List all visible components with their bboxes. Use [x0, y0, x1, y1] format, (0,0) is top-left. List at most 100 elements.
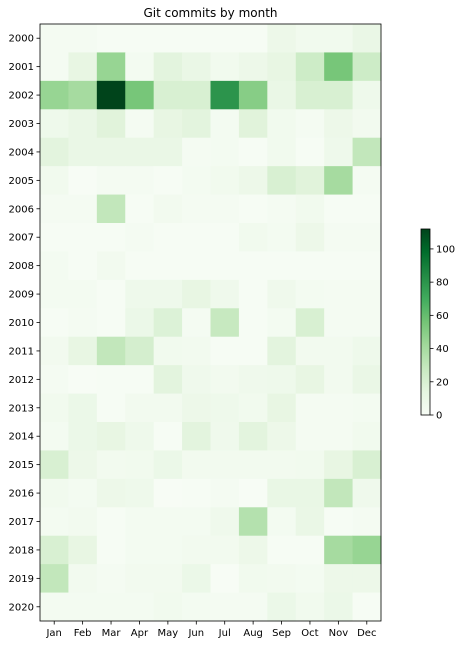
heatmap-cell: [324, 422, 354, 451]
heatmap-cell: [238, 535, 268, 565]
heatmap-cell: [68, 535, 98, 565]
heatmap-cell: [324, 251, 354, 281]
heatmap-cell: [182, 251, 211, 281]
heatmap-cell: [295, 478, 325, 508]
heatmap-cell: [125, 109, 155, 139]
colorbar-tick-label: 20: [436, 377, 449, 388]
chart-title: Git commits by month: [143, 6, 277, 20]
heatmap-cell: [68, 137, 98, 167]
colorbar-tick-label: 100: [436, 244, 455, 255]
heatmap-cell: [182, 24, 211, 53]
heatmap-cell: [182, 194, 211, 224]
heatmap-cell: [324, 308, 354, 338]
y-tick-label: 2002: [9, 91, 34, 102]
heatmap-cell: [125, 336, 155, 366]
y-tick-label: 2013: [9, 403, 34, 414]
heatmap-cell: [352, 336, 382, 366]
heatmap-cell: [210, 52, 240, 82]
heatmap-cell: [182, 478, 211, 508]
heatmap-cell: [295, 365, 325, 395]
heatmap-cell: [182, 308, 211, 338]
heatmap-cell: [210, 564, 240, 594]
heatmap-cell: [238, 166, 268, 196]
heatmap-cell: [324, 223, 354, 252]
heatmap-cell: [96, 365, 126, 395]
heatmap-cell: [352, 80, 382, 110]
heatmap-cell: [238, 279, 268, 309]
heatmap-cell: [40, 109, 69, 139]
heatmap-cell: [238, 422, 268, 451]
heatmap-cell: [352, 251, 382, 281]
heatmap-cell: [68, 52, 98, 82]
heatmap-cell: [324, 535, 354, 565]
heatmap-cell: [210, 109, 240, 139]
heatmap-cell: [238, 24, 268, 53]
heatmap-cell: [68, 422, 98, 451]
heatmap-cell: [125, 308, 155, 338]
heatmap-cell: [40, 308, 69, 338]
heatmap-cell: [295, 194, 325, 224]
heatmap-cell: [96, 223, 126, 252]
heatmap-cell: [210, 166, 240, 196]
heatmap-cell: [40, 223, 69, 252]
heatmap-cell: [238, 223, 268, 252]
heatmap-cell: [352, 194, 382, 224]
heatmap-cell: [40, 52, 69, 82]
y-tick-label: 2018: [9, 545, 34, 556]
heatmap-cell: [324, 507, 354, 537]
heatmap-cell: [295, 393, 325, 423]
heatmap-cell: [40, 422, 69, 451]
heatmap-cell: [210, 450, 240, 480]
heatmap-cell: [210, 251, 240, 281]
heatmap-cell: [40, 535, 69, 565]
y-tick-label: 2019: [9, 574, 34, 585]
heatmap-cell: [96, 109, 126, 139]
heatmap-cell: [153, 251, 183, 281]
heatmap-cell: [267, 365, 297, 395]
heatmap-cell: [210, 24, 240, 53]
heatmap-cell: [267, 24, 297, 53]
heatmap-cell: [68, 564, 98, 594]
x-tick-label: Jun: [187, 628, 204, 639]
heatmap-cell: [267, 478, 297, 508]
heatmap-cell: [96, 393, 126, 423]
heatmap-cell: [40, 592, 69, 622]
heatmap-cell: [96, 137, 126, 167]
heatmap-cell: [267, 166, 297, 196]
heatmap-cell: [238, 336, 268, 366]
heatmap-cell: [238, 137, 268, 167]
heatmap-cell: [210, 592, 240, 622]
heatmap-cell: [267, 450, 297, 480]
heatmap-cell: [96, 450, 126, 480]
heatmap-cell: [238, 450, 268, 480]
heatmap-cell: [267, 336, 297, 366]
heatmap-cell: [210, 365, 240, 395]
heatmap-cell: [68, 308, 98, 338]
heatmap-cell: [238, 52, 268, 82]
heatmap-cell: [352, 450, 382, 480]
heatmap-cell: [40, 80, 69, 110]
y-tick-label: 2008: [9, 261, 34, 272]
heatmap-cell: [238, 393, 268, 423]
heatmap-cell: [153, 194, 183, 224]
heatmap-cell: [182, 393, 211, 423]
y-tick-label: 2007: [9, 233, 34, 244]
heatmap-cell: [295, 137, 325, 167]
heatmap-cell: [153, 223, 183, 252]
heatmap-cell: [324, 365, 354, 395]
heatmap-cell: [96, 336, 126, 366]
heatmap-cell: [267, 109, 297, 139]
heatmap-cell: [96, 166, 126, 196]
heatmap-cell: [267, 308, 297, 338]
heatmap-cell: [153, 393, 183, 423]
heatmap-cell: [238, 109, 268, 139]
heatmap-cell: [238, 365, 268, 395]
heatmap-cell: [182, 336, 211, 366]
heatmap-cell: [210, 194, 240, 224]
heatmap-cell: [153, 80, 183, 110]
x-tick-label: Mar: [102, 628, 122, 639]
heatmap-cell: [238, 194, 268, 224]
heatmap-cell: [295, 336, 325, 366]
heatmap-cell: [153, 592, 183, 622]
